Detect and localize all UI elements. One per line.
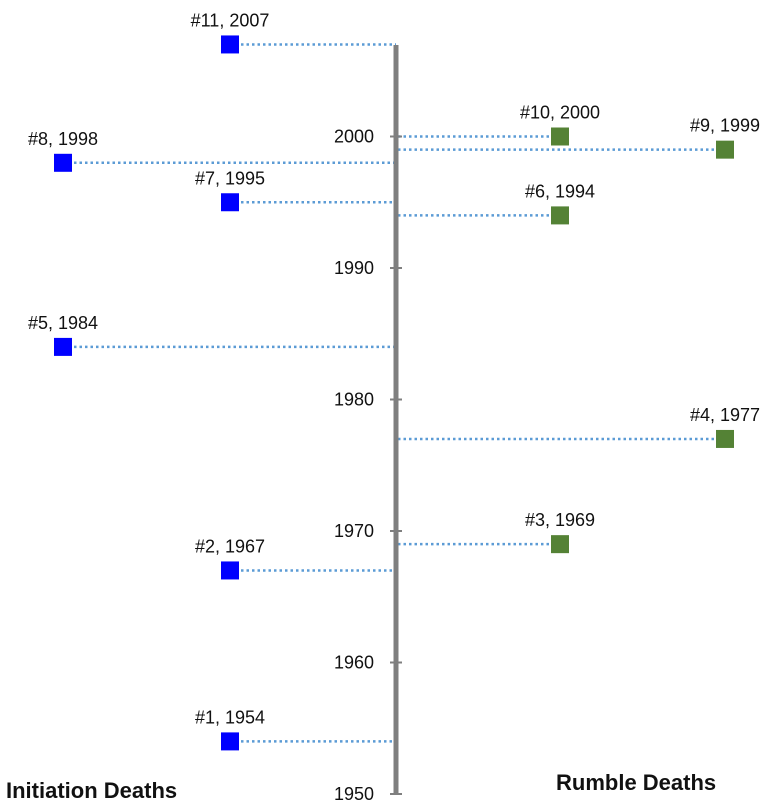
event-label-6-1994: #6, 1994 — [525, 181, 595, 201]
event-label-7-1995: #7, 1995 — [195, 168, 265, 188]
event-label-8-1998: #8, 1998 — [28, 129, 98, 149]
event-label-1-1954: #1, 1954 — [195, 707, 265, 727]
rumble-marker-10-2000 — [551, 127, 569, 146]
tick-label-1990: 1990 — [334, 258, 374, 278]
rumble-marker-4-1977 — [716, 429, 734, 448]
initiation-marker-8-1998 — [54, 153, 72, 172]
event-markers: #1, 1954 #2, 1967 #3, 1969 #4, 1977 #5, 1984… — [28, 10, 760, 751]
rumble-deaths-label: Rumble Deaths — [556, 770, 716, 795]
event-label-3-1969: #3, 1969 — [525, 510, 595, 530]
initiation-deaths-label: Initiation Deaths — [6, 778, 177, 803]
tick-label-2000: 2000 — [334, 127, 374, 147]
initiation-marker-1-1954 — [221, 732, 239, 751]
tick-label-1960: 1960 — [334, 653, 374, 673]
initiation-marker-7-1995 — [221, 193, 239, 212]
event-label-9-1999: #9, 1999 — [690, 116, 760, 136]
initiation-marker-11-2007 — [221, 35, 239, 54]
rumble-marker-9-1999 — [716, 140, 734, 159]
tick-label-1950: 1950 — [334, 784, 374, 803]
event-label-11-2007: #11, 2007 — [191, 10, 270, 30]
event-label-4-1977: #4, 1977 — [690, 405, 760, 425]
axis-ticks: 1950 1960 1970 1980 1990 2000 — [334, 127, 402, 803]
event-label-10-2000: #10, 2000 — [520, 103, 600, 123]
rumble-marker-3-1969 — [551, 535, 569, 554]
rumble-marker-6-1994 — [551, 206, 569, 225]
event-label-2-1967: #2, 1967 — [195, 536, 265, 556]
connector-lines — [63, 43, 725, 743]
tick-label-1980: 1980 — [334, 390, 374, 410]
initiation-marker-5-1984 — [54, 337, 72, 356]
initiation-marker-2-1967 — [221, 561, 239, 580]
tick-label-1970: 1970 — [334, 521, 374, 541]
event-label-5-1984: #5, 1984 — [28, 313, 98, 333]
